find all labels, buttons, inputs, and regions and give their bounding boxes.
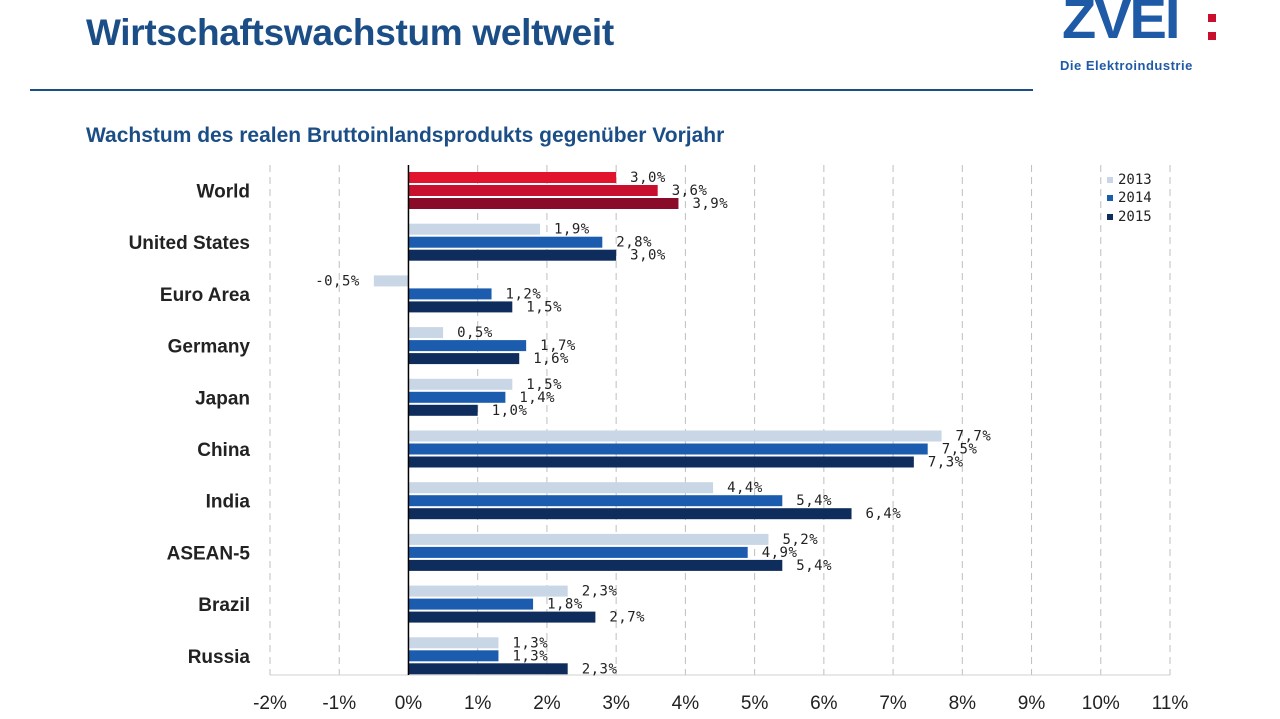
bar	[408, 288, 492, 300]
bar	[408, 585, 568, 597]
data-label: 1,5%	[526, 299, 562, 315]
slide-title: Wirtschaftswachstum weltweit	[86, 12, 614, 53]
bar	[408, 546, 748, 558]
chart-title: Wachstum des realen Bruttoinlandsprodukt…	[86, 124, 725, 147]
data-label: 2,3%	[582, 661, 618, 677]
data-label: 5,4%	[796, 558, 832, 574]
bar	[408, 223, 540, 235]
data-label: 1,2%	[506, 286, 542, 302]
legend-label: 2014	[1118, 190, 1152, 206]
legend-label: 2015	[1118, 209, 1152, 225]
data-label: 1,5%	[526, 377, 562, 393]
bar	[408, 482, 714, 494]
legend-swatch	[1107, 195, 1113, 201]
logo-wordmark: ZVEI	[1062, 0, 1180, 50]
bar	[408, 236, 603, 248]
data-label: 3,0%	[630, 170, 666, 186]
legend-swatch	[1107, 177, 1113, 183]
category-label: India	[206, 492, 251, 513]
data-label: 1,0%	[492, 403, 528, 419]
bar	[408, 637, 499, 649]
x-tick-label: 4%	[672, 693, 700, 714]
data-label: 7,3%	[928, 455, 964, 471]
x-tick-label: 6%	[810, 693, 838, 714]
data-label: 1,4%	[519, 390, 555, 406]
data-label: 4,9%	[762, 545, 798, 561]
data-label: 3,0%	[630, 248, 666, 264]
bar	[408, 353, 520, 365]
data-label: 1,3%	[512, 635, 548, 651]
bar	[408, 391, 506, 403]
data-label: -0,5%	[315, 273, 360, 289]
bar	[408, 508, 852, 520]
x-tick-label: 11%	[1152, 693, 1189, 714]
x-tick-label: 7%	[879, 693, 907, 714]
bar	[408, 650, 499, 662]
bar	[408, 198, 679, 209]
bar	[373, 275, 409, 287]
data-label: 3,9%	[692, 196, 728, 212]
data-label: 2,7%	[609, 610, 645, 626]
bar	[408, 327, 444, 339]
x-tick-label: 0%	[395, 693, 423, 714]
x-tick-label: 1%	[464, 693, 492, 714]
bar	[408, 378, 513, 390]
data-label: 6,4%	[866, 506, 902, 522]
data-label: 2,8%	[616, 235, 652, 251]
logo-colon-icon	[1208, 14, 1216, 44]
bar	[408, 430, 942, 442]
bar	[408, 598, 534, 610]
category-label: Euro Area	[160, 285, 251, 306]
bar	[408, 249, 617, 261]
category-label: Brazil	[198, 595, 250, 616]
x-tick-label: 10%	[1082, 693, 1120, 714]
x-tick-label: 2%	[533, 693, 561, 714]
data-label: 0,5%	[457, 325, 493, 341]
bar	[408, 301, 513, 313]
bar	[408, 663, 568, 675]
bar	[408, 533, 769, 545]
bar	[408, 185, 658, 196]
category-label: Germany	[168, 337, 251, 358]
data-label: 1,3%	[512, 648, 548, 664]
category-label: ASEAN-5	[167, 543, 251, 564]
bar	[408, 172, 617, 183]
bar	[408, 404, 478, 416]
x-tick-label: -1%	[322, 693, 356, 714]
bar	[408, 495, 783, 507]
x-tick-label: 5%	[741, 693, 769, 714]
x-tick-label: 8%	[949, 693, 977, 714]
data-label: 2,3%	[582, 584, 618, 600]
legend-swatch	[1107, 214, 1113, 220]
x-tick-label: 3%	[602, 693, 630, 714]
bar	[408, 456, 914, 468]
bar	[408, 611, 596, 623]
data-label: 5,2%	[782, 532, 818, 548]
legend-label: 2013	[1118, 172, 1152, 188]
category-label: United States	[129, 233, 250, 254]
zvei-logo: ZVEI Die Elektroindustrie	[1058, 0, 1228, 80]
bar	[408, 559, 783, 571]
category-label: Russia	[188, 647, 251, 668]
x-tick-label: -2%	[253, 693, 287, 714]
category-label: China	[197, 440, 250, 461]
data-label: 7,5%	[942, 442, 978, 458]
x-tick-label: 9%	[1018, 693, 1046, 714]
category-label: Japan	[195, 388, 250, 409]
data-label: 5,4%	[796, 493, 832, 509]
category-label: World	[197, 182, 250, 203]
data-label: 1,8%	[547, 597, 583, 613]
data-label: 4,4%	[727, 480, 763, 496]
title-divider	[30, 89, 1033, 91]
bar	[408, 340, 527, 352]
data-label: 1,6%	[533, 351, 569, 367]
data-label: 1,9%	[554, 222, 590, 238]
data-label: 1,7%	[540, 338, 576, 354]
logo-tagline: Die Elektroindustrie	[1060, 58, 1193, 73]
data-label: 7,7%	[956, 429, 992, 445]
bar	[408, 443, 928, 455]
data-label: 3,6%	[672, 183, 708, 199]
